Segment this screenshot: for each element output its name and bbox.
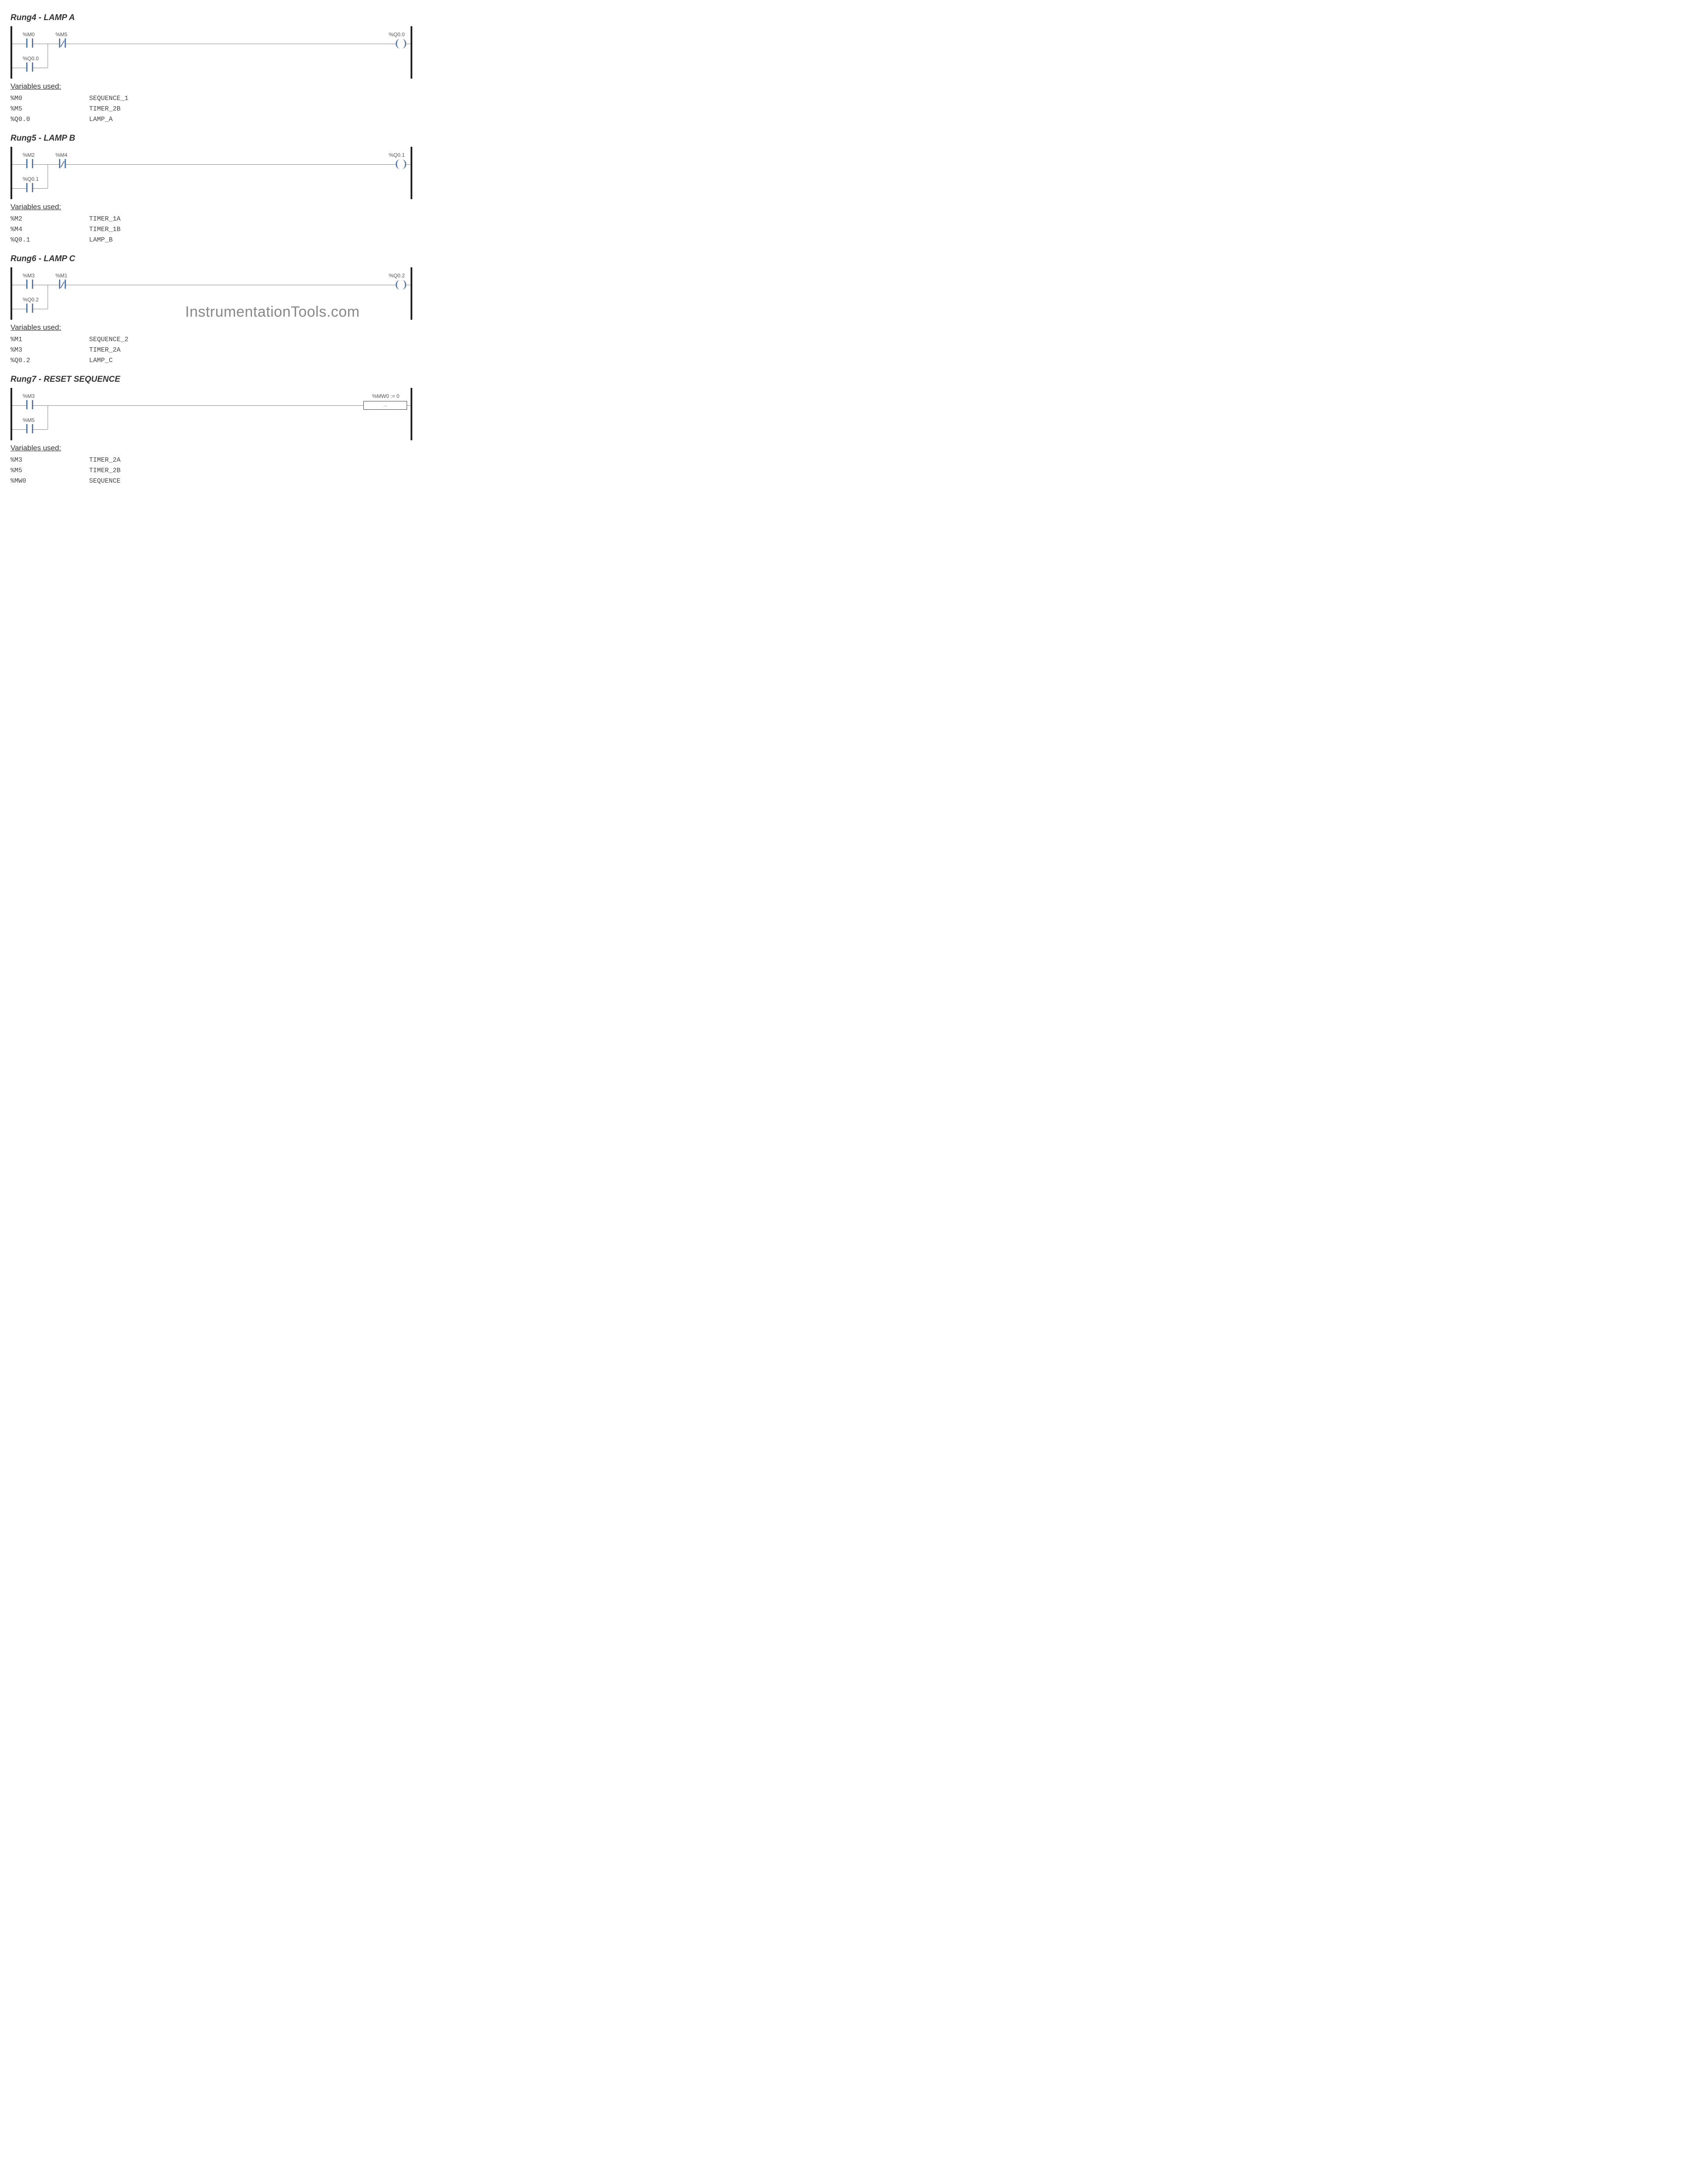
contact-address: %M5 xyxy=(23,417,35,423)
variable-address: %M3 xyxy=(10,455,89,466)
coil-address: %Q0.0 xyxy=(389,31,405,38)
rung-title: Rung4 - LAMP A xyxy=(10,13,415,23)
variable-name: SEQUENCE_2 xyxy=(89,335,128,345)
watermark-text: InstrumentationTools.com xyxy=(185,304,359,321)
left-power-rail xyxy=(10,26,12,79)
variable-address: %M3 xyxy=(10,345,89,356)
variable-name: LAMP_A xyxy=(89,114,113,125)
variable-row: %M3TIMER_2A xyxy=(10,455,415,466)
contact-address: %Q0.2 xyxy=(23,297,39,303)
ladder-wire xyxy=(33,188,48,189)
variable-name: TIMER_2B xyxy=(89,466,121,476)
variable-address: %M5 xyxy=(10,104,89,114)
contact-address: %M3 xyxy=(23,273,35,279)
ladder-wire xyxy=(33,429,48,430)
contact-address: %M2 xyxy=(23,152,35,158)
ladder-wire xyxy=(407,405,411,406)
ladder-wire xyxy=(33,164,59,165)
rung-title: Rung5 - LAMP B xyxy=(10,134,415,143)
contact-address: %Q0.1 xyxy=(23,176,39,182)
contact-address: %M1 xyxy=(55,273,67,279)
variable-address: %Q0.1 xyxy=(10,235,89,245)
variable-row: %M2TIMER_1A xyxy=(10,214,415,225)
variable-address: %Q0.0 xyxy=(10,114,89,125)
variable-address: %M1 xyxy=(10,335,89,345)
variable-row: %M5TIMER_2B xyxy=(10,104,415,114)
variables-used-header: Variables used: xyxy=(10,203,415,211)
ladder-rung: %M0 %M5 %Q0.0 %Q0.0 xyxy=(10,26,412,79)
left-power-rail xyxy=(10,267,12,320)
variable-name: TIMER_1B xyxy=(89,225,121,235)
contact-address: %M5 xyxy=(55,31,67,38)
rung-title: Rung7 - RESET SEQUENCE xyxy=(10,375,415,384)
variable-name: TIMER_2A xyxy=(89,345,121,356)
variable-address: %Q0.2 xyxy=(10,356,89,366)
ladder-wire xyxy=(405,164,411,165)
contact-address: %M4 xyxy=(55,152,67,158)
variable-row: %M1SEQUENCE_2 xyxy=(10,335,415,345)
variable-row: %M5TIMER_2B xyxy=(10,466,415,476)
variable-address: %M5 xyxy=(10,466,89,476)
ladder-rung: %M3 %M1 %Q0.2 %Q0.2 InstrumentationTools.com xyxy=(10,267,412,320)
variable-name: TIMER_1A xyxy=(89,214,121,225)
right-power-rail xyxy=(411,147,412,199)
rung-title: Rung6 - LAMP C xyxy=(10,254,415,264)
variables-used-header: Variables used: xyxy=(10,444,415,453)
left-power-rail xyxy=(10,388,12,440)
ladder-rung: %M2 %M4 %Q0.1 %Q0.1 xyxy=(10,147,412,199)
variable-row: %M3TIMER_2A xyxy=(10,345,415,356)
right-power-rail xyxy=(411,26,412,79)
variable-row: %Q0.2LAMP_C xyxy=(10,356,415,366)
ladder-rung: %M3... %MW0 := 0 %M5 xyxy=(10,388,412,440)
contact-address: %Q0.0 xyxy=(23,55,39,62)
variable-row: %Q0.1LAMP_B xyxy=(10,235,415,245)
variable-name: TIMER_2A xyxy=(89,455,121,466)
variable-row: %Q0.0LAMP_A xyxy=(10,114,415,125)
operate-block: ... xyxy=(363,401,407,410)
variable-name: SEQUENCE_1 xyxy=(89,93,128,104)
variable-row: %MW0SEQUENCE xyxy=(10,476,415,487)
contact-address: %M0 xyxy=(23,31,35,38)
variable-address: %M0 xyxy=(10,93,89,104)
right-power-rail xyxy=(411,388,412,440)
variable-name: LAMP_B xyxy=(89,235,113,245)
variable-row: %M4TIMER_1B xyxy=(10,225,415,235)
coil-address: %Q0.1 xyxy=(389,152,405,158)
operate-address: %MW0 := 0 xyxy=(372,393,399,399)
coil-address: %Q0.2 xyxy=(389,273,405,279)
variables-used-header: Variables used: xyxy=(10,323,415,332)
right-power-rail xyxy=(411,267,412,320)
variables-used-header: Variables used: xyxy=(10,82,415,91)
ladder-wire xyxy=(66,164,397,165)
variable-address: %MW0 xyxy=(10,476,89,487)
left-power-rail xyxy=(10,147,12,199)
contact-address: %M3 xyxy=(23,393,35,399)
variable-name: TIMER_2B xyxy=(89,104,121,114)
variable-row: %M0SEQUENCE_1 xyxy=(10,93,415,104)
ladder-wire xyxy=(33,405,363,406)
variable-name: LAMP_C xyxy=(89,356,113,366)
variable-address: %M4 xyxy=(10,225,89,235)
variable-address: %M2 xyxy=(10,214,89,225)
variable-name: SEQUENCE xyxy=(89,476,121,487)
